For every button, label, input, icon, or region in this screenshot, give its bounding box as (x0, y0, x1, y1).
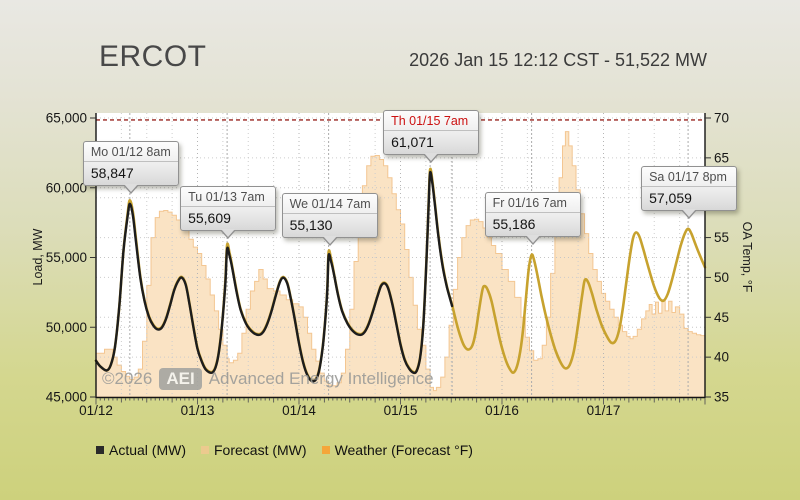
callout-mon-peak[interactable]: Mo 01/12 8am 58,847 (82, 140, 179, 194)
x-axis-tick-label: 01/17 (587, 403, 621, 418)
callout-load-value: 55,130 (289, 216, 333, 233)
x-axis-tick-label: 01/16 (485, 403, 519, 418)
forecast-series-marker-icon (201, 446, 209, 454)
callout-load-value: 55,609 (188, 210, 231, 226)
y-left-tick-label: 45,000 (46, 390, 87, 405)
y-left-tick-label: 65,000 (46, 111, 87, 126)
watermark-copyright: ©2026 (102, 369, 153, 388)
legend-item-weather[interactable]: Weather (Forecast °F) (321, 442, 473, 458)
actual-load-line (94, 170, 454, 383)
y-right-tick-label: 50 (714, 270, 729, 285)
x-axis-tick-label: 01/14 (282, 403, 316, 418)
y-right-tick-label: 70 (714, 111, 729, 126)
chart-legend: Actual (MW) Forecast (MW) Weather (Forec… (96, 442, 473, 458)
y-left-tick-label: 55,000 (46, 250, 87, 265)
callout-tue-peak[interactable]: Tu 01/13 7am 55,609 (180, 186, 277, 239)
watermark-text: Advanced Energy Intelligence (208, 369, 434, 388)
legend-label: Weather (Forecast °F) (334, 442, 473, 458)
callout-time-label: Mo 01/12 8am (83, 142, 178, 162)
callout-fri-peak[interactable]: Fr 01/16 7am 55,186 (484, 191, 581, 245)
callout-time-label: Th 01/15 7am (384, 111, 479, 131)
callout-wed-peak[interactable]: We 01/14 7am 55,130 (281, 192, 378, 246)
callout-load-value: 58,847 (90, 164, 134, 181)
callout-time-label: We 01/14 7am (282, 194, 377, 214)
aei-logo: AEI (159, 368, 202, 390)
weather-forecast-area (95, 131, 706, 398)
callout-thu-peak[interactable]: Th 01/15 7am 61,071 (383, 109, 480, 163)
current-time-and-load: 2026 Jan 15 12:12 CST - 51,522 MW (409, 50, 707, 70)
callout-load-value: 55,186 (492, 215, 536, 232)
legend-label: Actual (MW) (109, 442, 186, 458)
watermark: ©2026 AEI Advanced Energy Intelligence (102, 368, 434, 390)
y-right-tick-label: 55 (714, 230, 729, 245)
y-right-tick-label: 35 (714, 390, 729, 405)
y-right-tick-label: 45 (714, 310, 729, 325)
y-right-tick-label: 40 (714, 350, 729, 365)
callout-time-label: Fr 01/16 7am (485, 193, 580, 213)
page-title: ERCOT (99, 40, 207, 73)
x-axis-tick-label: 01/12 (79, 403, 113, 418)
weather-series-marker-icon (321, 446, 330, 454)
y-right-tick-label: 65 (714, 150, 729, 165)
y-left-tick-label: 50,000 (46, 320, 87, 335)
legend-item-actual[interactable]: Actual (MW) (96, 442, 186, 458)
callout-load-value: 61,071 (391, 133, 434, 150)
legend-item-forecast[interactable]: Forecast (MW) (201, 442, 307, 458)
callout-sat-peak[interactable]: Sa 01/17 8pm 57,059 (641, 165, 738, 219)
y-left-tick-label: 60,000 (46, 180, 87, 195)
x-axis-tick-label: 01/13 (181, 403, 215, 418)
legend-label: Forecast (MW) (214, 442, 307, 458)
callout-load-value: 57,059 (649, 189, 692, 206)
callout-time-label: Tu 01/13 7am (181, 187, 276, 207)
x-axis-tick-label: 01/15 (384, 403, 418, 418)
callout-time-label: Sa 01/17 8pm (642, 167, 737, 187)
actual-series-marker-icon (96, 446, 104, 454)
